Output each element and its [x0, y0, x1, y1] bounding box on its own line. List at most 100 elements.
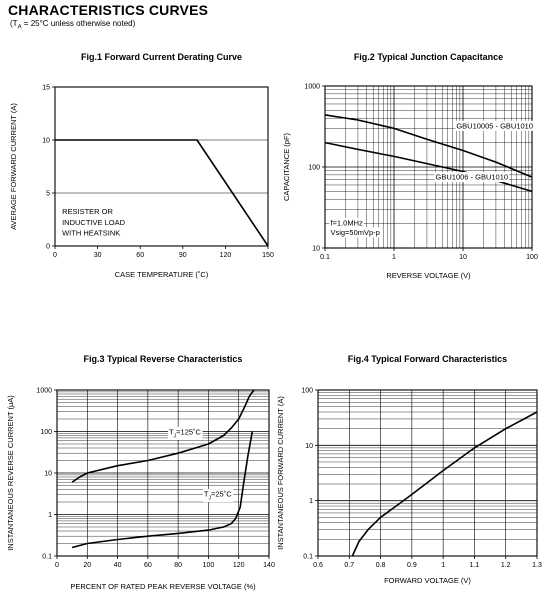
series-line: [55, 139, 269, 247]
x-tick-label: 1.3: [532, 562, 542, 569]
note-suffix: = 25°C unless otherwise noted): [21, 19, 136, 28]
x-tick-label: 1.2: [501, 562, 511, 569]
x-tick-label: 0.6: [313, 562, 323, 569]
y-axis-label: CAPACITANCE (pF): [282, 132, 291, 201]
annotation-background: [61, 227, 122, 238]
annotation-background: [329, 217, 365, 228]
x-tick-label: 1: [392, 254, 396, 261]
x-axis-label: FORWARD VOLTAGE (V): [384, 576, 471, 585]
x-tick-label: 0: [55, 562, 59, 569]
y-tick-label: 1000: [36, 388, 52, 395]
annotation-text: RESISTER OR: [62, 207, 113, 216]
fig1-chart: Fig.1 Forward Current Derating Curve 0 30 6…: [9, 52, 274, 279]
chart-title: Fig.4 Typical Forward Characteristics: [348, 354, 507, 364]
x-tick-label: 60: [136, 252, 144, 259]
x-tick-label: 40: [114, 562, 122, 569]
x-tick-label: 100: [526, 254, 538, 261]
annotation-background: [202, 489, 234, 503]
test-conditions-note: (TA = 25°C unless otherwise noted): [10, 19, 135, 31]
y-tick-label: 1: [309, 498, 313, 505]
note-subscript: A: [17, 24, 22, 31]
x-tick-label: 80: [174, 562, 182, 569]
x-tick-label: 140: [263, 562, 275, 569]
annotation-background: [434, 172, 510, 183]
annotation-text: T: [204, 490, 209, 499]
annotation-text: WITH HEATSINK: [62, 228, 120, 237]
x-tick-label: 0.8: [376, 562, 386, 569]
y-tick-label: 5: [46, 191, 50, 198]
x-axis-label: CASE TEMPERATURE (˚C): [115, 270, 209, 279]
annotation-background: [61, 206, 115, 217]
y-tick-label: 10: [42, 138, 50, 145]
fig2-chart: Fig.2 Typical Junction Capacitance 0.1 1 10…: [282, 52, 538, 280]
y-tick-label: 1: [48, 512, 52, 519]
y-tick-label: 10: [312, 246, 320, 253]
y-tick-label: 0.1: [303, 554, 313, 561]
annotation-subscript: J: [174, 433, 177, 439]
annotation-text: GBU10005 - GBU1010: [456, 121, 533, 130]
chart-annotation: TJ=25˚C: [204, 490, 232, 502]
series-line: [71, 389, 255, 483]
y-tick-label: 100: [40, 429, 52, 436]
series-line: [351, 411, 538, 557]
x-tick-label: 0: [53, 252, 57, 259]
chart-annotation: GBU10005 - GBU1010: [456, 121, 533, 130]
series-line: [324, 114, 533, 178]
x-axis-label: REVERSE VOLTAGE (V): [386, 271, 471, 280]
annotation-text: T: [169, 427, 174, 436]
x-tick-label: 1: [441, 562, 445, 569]
annotation-text: Vsig=50mVp-p: [330, 228, 379, 237]
annotation-background: [455, 120, 535, 131]
x-tick-label: 60: [144, 562, 152, 569]
chart-annotation: GBU1006 - GBU1010: [436, 173, 509, 182]
annotation-text-suffix: =125˚C: [176, 427, 201, 436]
x-tick-label: 0.1: [320, 254, 330, 261]
annotation-background: [61, 217, 127, 228]
y-tick-label: 0: [46, 244, 50, 251]
chart-annotation: INDUCTIVE LOAD: [62, 218, 126, 227]
plot-frame: [54, 86, 269, 247]
x-tick-label: 0.9: [407, 562, 417, 569]
x-tick-label: 30: [94, 252, 102, 259]
y-tick-label: 0.1: [42, 554, 52, 561]
note-prefix: (T: [10, 19, 18, 28]
annotation-text: f=1.0MHz: [330, 218, 363, 227]
x-tick-label: 120: [220, 252, 232, 259]
fig3-chart: Fig.3 Typical Reverse Characteristics 0 20…: [6, 354, 275, 591]
x-axis-label: PERCENT OF RATED PEAK REVERSE VOLTAGE (%…: [70, 582, 256, 591]
y-tick-label: 1000: [304, 84, 320, 91]
y-tick-label: 100: [301, 388, 313, 395]
y-tick-label: 10: [44, 471, 52, 478]
x-tick-label: 1.1: [470, 562, 480, 569]
y-axis-label: AVERAGE FORWARD CURRENT (A): [9, 103, 18, 230]
x-tick-label: 10: [459, 254, 467, 261]
y-tick-label: 100: [308, 165, 320, 172]
page-title: CHARACTERISTICS CURVES: [8, 2, 209, 18]
annotation-subscript: J: [208, 496, 211, 502]
plot-frame: [317, 389, 538, 557]
series-line: [71, 431, 254, 549]
grid-lines: [55, 139, 268, 194]
y-axis-label: INSTANTANEOUS FORWARD CURRENT (A): [276, 396, 285, 550]
chart-annotation: WITH HEATSINK: [62, 228, 120, 237]
annotation-text: GBU1006 - GBU1010: [436, 173, 509, 182]
x-tick-label: 100: [203, 562, 215, 569]
chart-title: Fig.1 Forward Current Derating Curve: [81, 52, 242, 62]
x-tick-label: 120: [233, 562, 245, 569]
chart-title: Fig.3 Typical Reverse Characteristics: [84, 354, 243, 364]
y-axis-label: INSTANTANEOUS REVERSE CURRENT (µA): [6, 395, 15, 551]
y-tick-label: 10: [305, 443, 313, 450]
annotation-text: INDUCTIVE LOAD: [62, 218, 126, 227]
x-tick-label: 90: [179, 252, 187, 259]
chart-annotation: Vsig=50mVp-p: [330, 228, 379, 237]
x-tick-label: 20: [83, 562, 91, 569]
chart-title: Fig.2 Typical Junction Capacitance: [354, 52, 503, 62]
x-tick-label: 0.7: [344, 562, 354, 569]
y-tick-label: 15: [42, 85, 50, 92]
chart-annotation: f=1.0MHz: [330, 218, 363, 227]
grid-lines: [318, 389, 537, 557]
fig4-chart: Fig.4 Typical Forward Characteristics 0.6…: [276, 354, 542, 585]
annotation-background: [168, 426, 203, 440]
chart-annotation: RESISTER OR: [62, 207, 113, 216]
